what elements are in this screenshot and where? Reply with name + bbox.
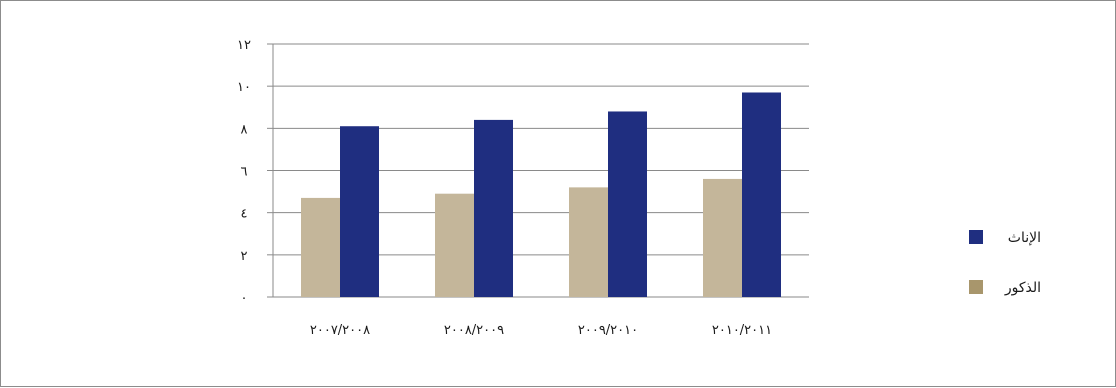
tick-labels: ٠ ٢ ٤ ٦ ٨ ١٠ ١٢ ٢٠٠٧/٢٠٠٨ ٢٠٠٨/٢٠٠٩ ٢٠٠٩/٢٠١٠ ٢٠١٠… <box>237 38 772 338</box>
bar-females <box>474 119 513 298</box>
x-tick-label: ٢٠٠٩/٢٠١٠ <box>578 323 638 338</box>
legend-label: الإناث <box>1008 230 1041 246</box>
legend: الإناث الذكور <box>969 230 1041 296</box>
bar-females <box>742 92 781 297</box>
y-tick-label: ٠ <box>241 291 248 306</box>
y-tick-label: ٤ <box>241 207 248 222</box>
bar-males <box>569 187 608 297</box>
legend-swatch <box>969 280 983 294</box>
y-tick-label: ٢ <box>241 249 248 264</box>
bar-males <box>435 193 474 297</box>
y-tick-label: ٨ <box>241 122 248 137</box>
x-tick-label: ٢٠٠٧/٢٠٠٨ <box>310 323 370 338</box>
bar-males <box>703 178 742 297</box>
x-tick-label: ٢٠٠٨/٢٠٠٩ <box>444 323 504 338</box>
y-tick-label: ٦ <box>241 165 248 180</box>
bar-females <box>340 126 379 297</box>
legend-swatch <box>969 230 983 244</box>
x-tick-label: ٢٠١٠/٢٠١١ <box>712 323 772 338</box>
y-tick-label: ١٢ <box>237 38 251 53</box>
legend-label: الذكور <box>1004 280 1041 296</box>
bar-males <box>301 197 340 297</box>
bar-females <box>608 111 647 297</box>
bars <box>301 92 781 298</box>
y-tick-label: ١٠ <box>237 80 251 95</box>
